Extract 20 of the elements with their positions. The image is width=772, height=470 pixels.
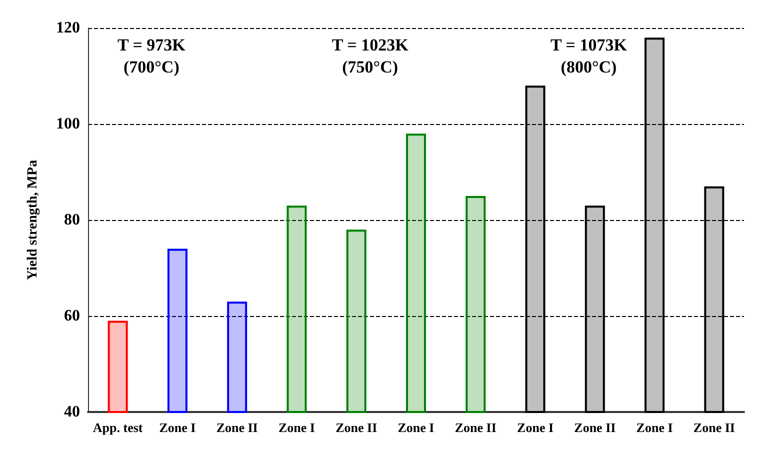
x-tick-label: Zone I <box>398 420 434 435</box>
annotation: T = 1073K (800°C) <box>550 36 628 76</box>
y-tick-label: 120 <box>56 20 80 36</box>
x-tick-label: Zone II <box>693 420 735 435</box>
x-tick-label: Zone I <box>159 420 196 435</box>
x-tick-label: Zone I <box>517 420 554 435</box>
x-tick-label: Zone II <box>336 420 378 435</box>
x-tick-label: Zone I <box>636 420 673 435</box>
y-axis-title: Yield strength, MPa <box>26 160 40 280</box>
annotation: T = 973K (700°C) <box>117 36 186 76</box>
x-tick-label: App. test <box>92 420 144 435</box>
annotation: T = 1023K (750°C) <box>332 36 410 76</box>
x-tick-label: Zone II <box>574 420 616 435</box>
x-tick-label: Zone II <box>216 420 258 435</box>
x-tick-label: Zone II <box>454 420 496 435</box>
y-tick-label: 100 <box>56 116 80 132</box>
y-tick-label: 80 <box>64 212 80 228</box>
y-tick-label: 40 <box>64 404 80 420</box>
y-tick-label: 60 <box>64 308 80 324</box>
x-tick-label: Zone I <box>278 420 315 435</box>
